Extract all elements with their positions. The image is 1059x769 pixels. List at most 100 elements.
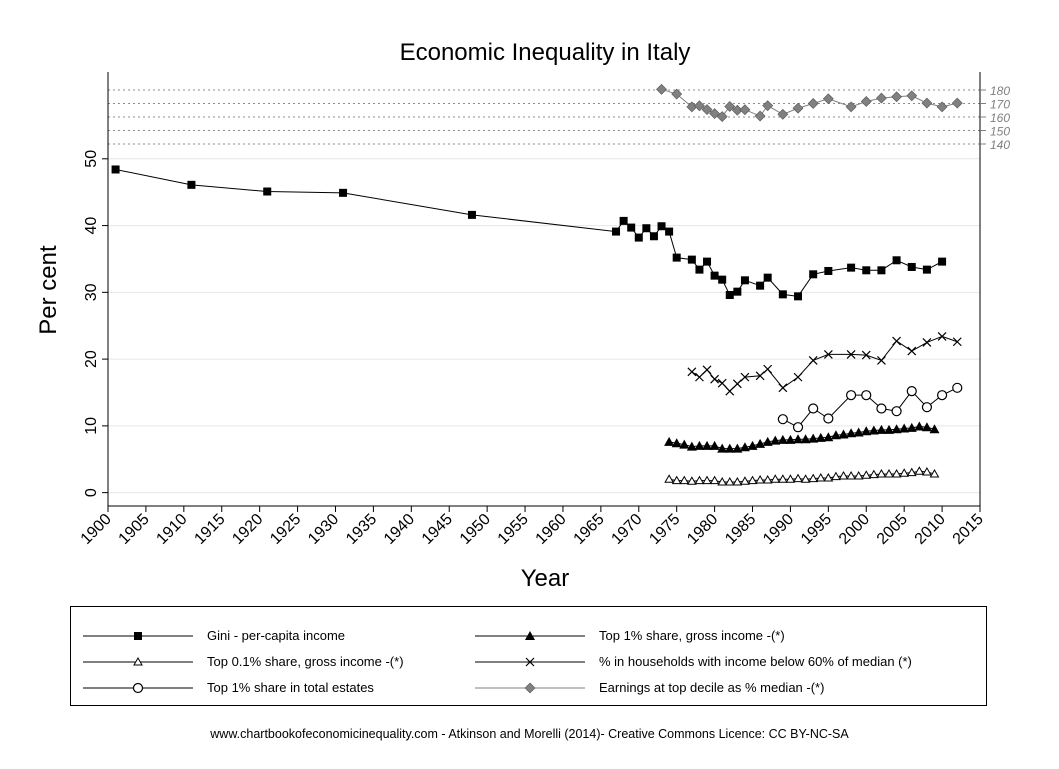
- data-point: [642, 224, 651, 233]
- data-point: [710, 374, 720, 384]
- marker-stroke: [861, 350, 871, 360]
- data-point: [627, 223, 636, 232]
- legend-swatch: [83, 681, 193, 694]
- data-point: [808, 356, 818, 365]
- data-point: [808, 403, 819, 414]
- marker-stroke: [808, 356, 818, 365]
- data-point: [725, 291, 734, 300]
- legend-label: % in households with income below 60% of…: [599, 653, 912, 669]
- x-tick-label: 1900: [78, 511, 115, 548]
- data-point: [914, 421, 925, 431]
- data-point: [695, 372, 704, 382]
- data-point: [922, 466, 932, 476]
- data-point: [847, 263, 856, 272]
- data-point: [860, 96, 872, 107]
- x-tick-label: 1985: [722, 511, 759, 548]
- marker-stroke: [687, 367, 697, 377]
- data-point: [709, 108, 721, 120]
- data-point: [838, 429, 849, 439]
- legend-marker: [525, 657, 535, 667]
- x-tick-label: 1955: [495, 511, 532, 548]
- x-tick-label: 2000: [836, 511, 873, 548]
- data-point: [679, 475, 690, 485]
- data-point: [762, 100, 774, 112]
- right-tick-label: 150: [990, 125, 1010, 139]
- data-point: [921, 422, 932, 432]
- data-point: [921, 402, 933, 413]
- data-point: [952, 382, 963, 393]
- data-point: [763, 273, 772, 282]
- marker-stroke: [877, 356, 886, 365]
- marker-stroke: [710, 374, 720, 384]
- data-point: [702, 440, 713, 450]
- legend-item-top01-income: Top 0.1% share, gross income -(*): [83, 651, 404, 671]
- legend-marker: [133, 656, 143, 666]
- data-point: [709, 440, 720, 450]
- data-point: [740, 372, 750, 382]
- legend-item-gini: Gini - per-capita income: [83, 625, 345, 645]
- data-point: [724, 476, 735, 486]
- data-point: [732, 379, 742, 389]
- legend-label: Top 0.1% share, gross income -(*): [207, 653, 404, 669]
- y-tick-label: 20: [83, 350, 100, 368]
- data-point: [876, 468, 887, 478]
- marker-stroke: [778, 383, 788, 393]
- data-point: [339, 188, 348, 197]
- data-point: [815, 432, 826, 442]
- data-point: [710, 271, 719, 280]
- data-point: [694, 475, 705, 485]
- data-point: [862, 266, 871, 275]
- data-point: [671, 475, 682, 485]
- legend-label: Top 1% share, gross income -(*): [599, 627, 785, 643]
- footer-credit: www.chartbookofeconomicinequality.com - …: [210, 727, 849, 741]
- data-point: [687, 255, 696, 264]
- data-point: [777, 414, 788, 425]
- data-point: [762, 474, 773, 484]
- data-point: [725, 386, 735, 396]
- marker-stroke: [525, 657, 535, 667]
- data-point: [907, 346, 917, 356]
- data-point: [664, 436, 675, 446]
- data-point: [187, 180, 196, 189]
- data-point: [936, 390, 948, 401]
- data-point: [671, 438, 682, 448]
- y-tick-label: 0: [83, 488, 100, 497]
- data-point: [936, 101, 948, 113]
- data-point: [800, 474, 811, 483]
- data-point: [770, 474, 781, 483]
- legend-swatch-graphic: [475, 682, 585, 694]
- marker-stroke: [793, 372, 803, 382]
- right-tick-label: 180: [990, 84, 1010, 98]
- data-point: [861, 350, 871, 360]
- x-tick-label: 1920: [229, 511, 266, 548]
- data-point: [664, 474, 674, 483]
- data-point: [717, 443, 728, 453]
- data-point: [929, 468, 940, 478]
- data-point: [762, 436, 773, 446]
- data-point: [709, 475, 720, 485]
- legend-item-estates: Top 1% share in total estates: [83, 677, 374, 697]
- chart-title: Economic Inequality in Italy: [400, 39, 691, 66]
- legend-swatch: [475, 655, 585, 667]
- data-point: [823, 472, 834, 482]
- series-line: [691, 335, 958, 392]
- data-point: [877, 356, 886, 365]
- data-point: [823, 413, 834, 424]
- data-point: [845, 101, 857, 113]
- data-point: [793, 473, 803, 483]
- data-point: [770, 435, 781, 445]
- x-tick-label: 1950: [457, 511, 494, 548]
- data-point: [740, 276, 749, 285]
- data-point: [846, 350, 856, 359]
- marker-stroke: [892, 336, 902, 346]
- data-point: [868, 469, 879, 479]
- data-point: [938, 257, 947, 266]
- data-point: [702, 475, 712, 485]
- data-point: [733, 287, 742, 296]
- data-point: [823, 432, 834, 442]
- data-point: [634, 233, 643, 242]
- marker-stroke: [922, 337, 932, 347]
- data-point: [657, 222, 666, 231]
- data-point: [756, 281, 765, 290]
- series-1: [664, 421, 940, 453]
